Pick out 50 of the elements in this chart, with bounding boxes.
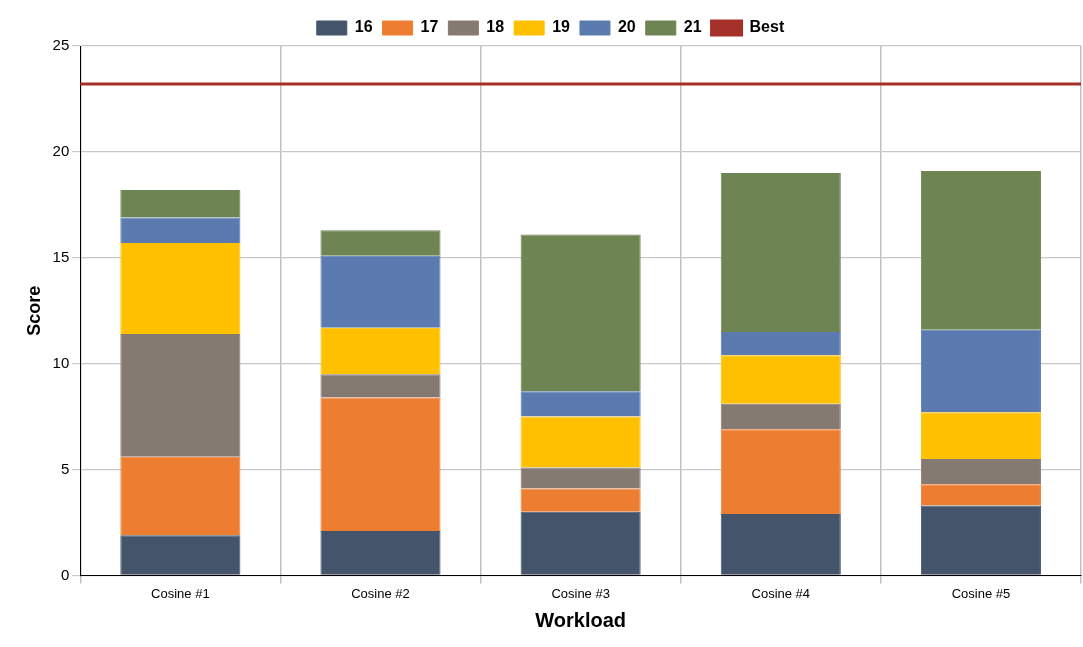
bar	[920, 329, 1041, 413]
legend-label: 18	[486, 18, 505, 36]
bar	[320, 327, 441, 375]
bar	[320, 255, 441, 328]
legend-label: Best	[749, 18, 785, 36]
bar	[520, 416, 641, 468]
bar	[320, 230, 441, 256]
bar	[120, 217, 241, 243]
bar	[120, 333, 241, 457]
y-axis-title: Score	[23, 285, 44, 336]
bar	[920, 505, 1041, 575]
x-tick-label: Cosine #1	[151, 585, 210, 601]
bar	[120, 190, 241, 218]
legend-label: 19	[552, 18, 571, 36]
bar	[520, 488, 641, 512]
x-tick-label: Cosine #5	[951, 585, 1011, 601]
x-axis-title: Workload	[535, 608, 627, 631]
legend-label: 20	[617, 18, 636, 36]
bar	[720, 331, 841, 356]
y-tick-label: 10	[52, 353, 70, 371]
y-tick-label: 20	[52, 142, 70, 160]
bar	[120, 535, 241, 575]
y-tick-label: 25	[52, 36, 70, 54]
bar	[920, 412, 1041, 459]
legend-label: 21	[683, 18, 702, 36]
x-tick-label: Cosine #4	[751, 585, 811, 601]
bar	[720, 513, 841, 575]
bar	[920, 170, 1041, 330]
bar	[920, 458, 1041, 485]
y-tick-label: 5	[60, 459, 70, 477]
bar	[120, 242, 241, 334]
bar	[720, 429, 841, 514]
bar	[520, 391, 641, 417]
legend-label: 17	[420, 18, 439, 36]
bar	[320, 530, 441, 575]
bar	[720, 173, 841, 332]
x-tick-label: Cosine #3	[551, 585, 610, 601]
legend-label: 16	[354, 18, 373, 36]
x-tick-label: Cosine #2	[351, 585, 410, 601]
bar	[720, 403, 841, 430]
y-tick-label: 15	[52, 247, 70, 265]
bar	[320, 374, 441, 398]
bar	[920, 484, 1041, 506]
bar	[520, 234, 641, 392]
y-tick-label: 0	[60, 565, 70, 583]
bar	[720, 355, 841, 404]
bar	[320, 397, 441, 531]
bar	[520, 467, 641, 489]
bar	[520, 511, 641, 575]
bar	[120, 456, 241, 536]
